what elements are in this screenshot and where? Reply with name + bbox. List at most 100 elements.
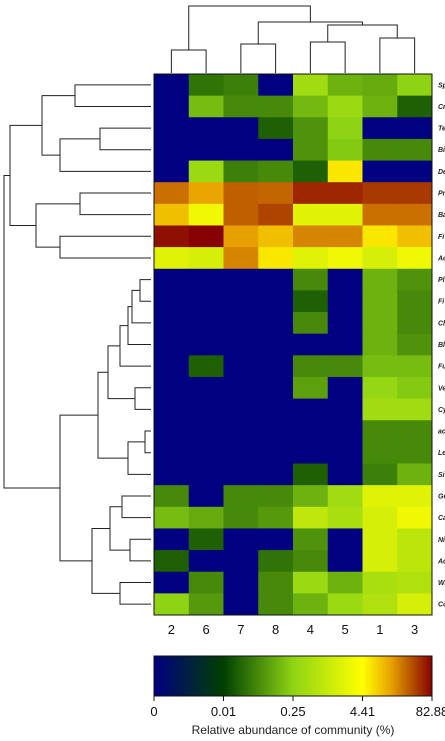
heatmap-cell	[293, 593, 329, 616]
row-label: Sp	[438, 82, 445, 89]
column-label: 2	[168, 622, 175, 637]
heatmap-cell	[362, 441, 398, 464]
row-label: Ca	[438, 515, 445, 522]
dendrogram-branch	[107, 345, 135, 400]
heatmap-cell	[327, 247, 363, 270]
heatmap-cell	[362, 117, 398, 140]
dendrogram-branch	[59, 235, 151, 259]
heatmap-cell	[188, 312, 224, 335]
heatmap-cell	[397, 182, 433, 205]
heatmap-cell	[154, 355, 190, 378]
row-label: Co	[438, 602, 445, 609]
heatmap-cell	[397, 506, 433, 529]
row-label: Fi	[438, 299, 445, 306]
heatmap-cell	[258, 571, 294, 594]
heatmap-cell	[154, 74, 190, 97]
heatmap-cell	[293, 376, 329, 399]
heatmap-cell	[154, 376, 190, 399]
dendrogram-branch	[41, 95, 75, 156]
colorbar-tick-label: 0	[150, 704, 157, 719]
dendrogram-branch	[188, 5, 311, 50]
heatmap-cell	[188, 441, 224, 464]
row-label: Pr	[438, 191, 445, 198]
heatmap-cell	[362, 398, 398, 421]
heatmap-cell	[188, 528, 224, 551]
heatmap-cell	[397, 528, 433, 551]
heatmap-cell	[397, 117, 433, 140]
heatmap-cell	[258, 95, 294, 118]
heatmap-cell	[327, 506, 363, 529]
heatmap-cell	[258, 398, 294, 421]
heatmap-cell	[397, 571, 433, 594]
heatmap-cell	[397, 312, 433, 335]
dendrogram-branch	[119, 582, 151, 605]
heatmap-cell	[154, 117, 190, 140]
dendrogram-branch	[3, 174, 60, 489]
row-label: Si	[438, 472, 445, 479]
heatmap-cell	[188, 182, 224, 205]
row-labels: Sp Cr Te Bi De Pr Ba Fi Ac Pl Fi Ch Bl Fu Ve Cy ac Le Si Ge…	[437, 82, 445, 608]
heatmap-cell	[154, 225, 190, 248]
heatmap-cell	[293, 550, 329, 573]
heatmap-cell	[327, 225, 363, 248]
heatmap-cell	[154, 420, 190, 443]
heatmap-cell	[362, 268, 398, 291]
heatmap-cell	[258, 182, 294, 205]
heatmap-cell	[154, 441, 190, 464]
heatmap-cell	[362, 528, 398, 551]
heatmap-cell	[327, 420, 363, 443]
heatmap-cell	[223, 441, 259, 464]
heatmap-cell	[223, 550, 259, 573]
heatmap-cell	[154, 463, 190, 486]
heatmap-cell	[223, 203, 259, 226]
heatmap-cell	[258, 485, 294, 508]
column-label: 8	[272, 622, 279, 637]
heatmap-cells	[154, 74, 433, 616]
heatmap-cell	[154, 160, 190, 183]
heatmap-cell	[397, 376, 433, 399]
heatmap-cell	[362, 355, 398, 378]
row-label: Ve	[438, 385, 445, 392]
heatmap-cell	[362, 376, 398, 399]
heatmap-cell	[258, 528, 294, 551]
row-label: Te	[438, 126, 445, 133]
heatmap-cell	[258, 550, 294, 573]
heatmap-cell	[293, 571, 329, 594]
column-label: 1	[376, 622, 383, 637]
heatmap-cell	[397, 355, 433, 378]
heatmap-cell	[397, 420, 433, 443]
dendrogram-branch	[59, 138, 151, 172]
column-label: 3	[411, 622, 418, 637]
column-label: 5	[342, 622, 349, 637]
heatmap-cell	[327, 376, 363, 399]
heatmap-cell	[154, 182, 190, 205]
heatmap-cell	[188, 398, 224, 421]
heatmap-cell	[258, 290, 294, 313]
heatmap-cell	[327, 160, 363, 183]
heatmap-cell	[327, 528, 363, 551]
heatmap-cell	[327, 550, 363, 573]
dendrogram-branch	[35, 203, 80, 248]
column-label: 7	[237, 622, 244, 637]
heatmap-cell	[397, 95, 433, 118]
heatmap-cell	[362, 463, 398, 486]
heatmap-cell	[327, 333, 363, 356]
heatmap-cell	[327, 571, 363, 594]
heatmap-cell	[362, 203, 398, 226]
colorbar: 0 0.01 0.25 4.41 82.88 Relative abundance of…	[150, 655, 445, 737]
heatmap-cell	[154, 95, 190, 118]
heatmap-cell	[188, 74, 224, 97]
heatmap-cell	[327, 268, 363, 291]
heatmap-cell	[397, 203, 433, 226]
heatmap-cell	[154, 571, 190, 594]
heatmap-cell	[188, 571, 224, 594]
dendrogram-branch	[9, 124, 42, 226]
row-label: Ni	[438, 537, 445, 544]
dendrogram-branch	[121, 495, 151, 519]
row-label: Fi	[438, 234, 445, 241]
heatmap-cell	[327, 117, 363, 140]
dendrogram-branch	[240, 43, 277, 73]
heatmap-cell	[293, 420, 329, 443]
heatmap-cell	[362, 290, 398, 313]
